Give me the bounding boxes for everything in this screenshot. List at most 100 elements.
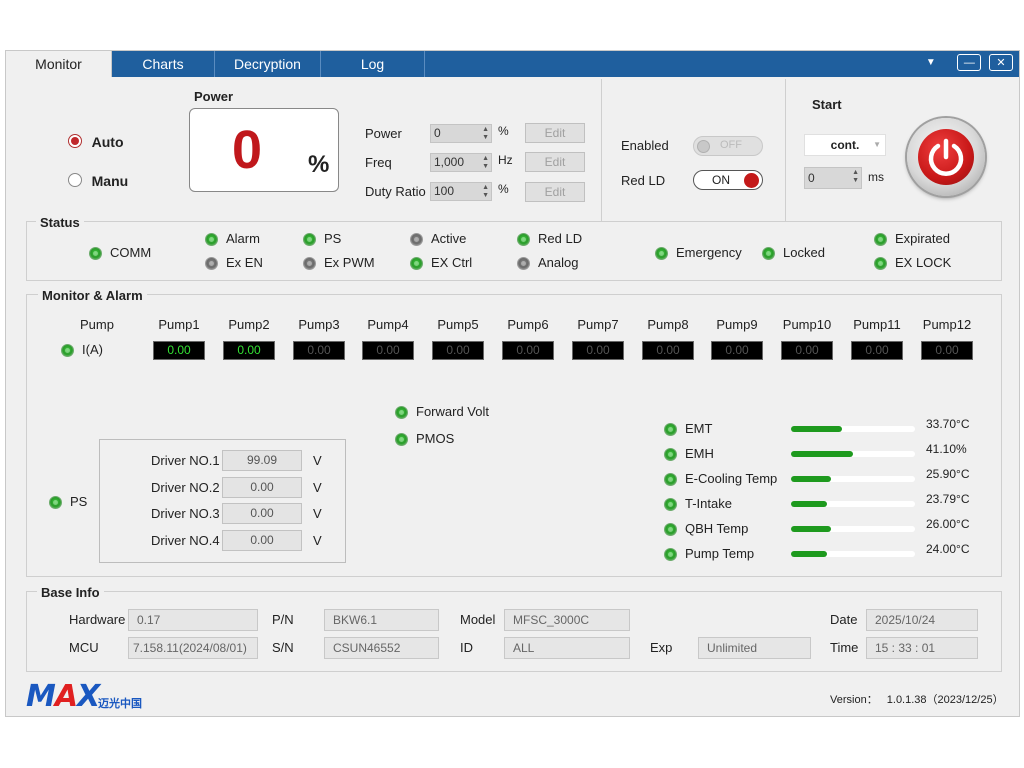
toggle-knob [697,140,710,153]
tab-bar: Monitor Charts Decryption Log ▼ — ✕ [6,51,1019,77]
temp-bar [791,426,915,432]
pump-current-6: 0.00 [502,341,554,360]
led-icon [61,344,74,358]
status-label: Expirated [895,231,950,246]
power-param-input[interactable]: 0 ▲ ▼ [430,124,492,143]
temp-bar-fill [791,501,827,507]
version-label: Version： [830,694,878,706]
manu-radio-indicator[interactable] [68,173,82,187]
delay-input[interactable]: 0 ▲ ▼ [804,167,862,189]
temp-label: T-Intake [685,496,732,511]
status-expirated: Expirated [874,231,950,247]
freq-label: Freq [365,155,392,170]
toggle-knob [744,173,759,188]
enabled-toggle[interactable]: OFF [693,136,763,156]
date-label: Date [830,612,858,627]
led-icon [395,406,408,420]
freq-value: 1,000 [434,155,465,169]
status-label: EX Ctrl [431,255,473,270]
temp-indicator: QBH Temp [664,521,748,537]
tab-decryption[interactable]: Decryption [215,51,321,77]
spin-arrows-icon[interactable]: ▲ ▼ [852,169,859,184]
delay-value: 0 [808,171,815,185]
temp-bar-fill [791,451,853,457]
forward-volt-indicator: Forward Volt [395,404,489,420]
status-ex-lock: EX LOCK [874,255,951,271]
driver-label: Driver NO.1 [151,453,220,468]
power-param-label: Power [365,126,402,141]
current-indicator: I(A) [61,342,103,358]
temp-value: 26.00°C [926,517,970,531]
close-icon[interactable]: ✕ [989,54,1013,71]
exp-field: Unlimited [698,637,811,659]
version-info: Version： 1.0.1.38（2023/12/25） [830,691,1004,707]
power-icon [918,129,974,185]
minimize-icon[interactable]: — [957,54,982,71]
temp-value: 33.70°C [926,417,970,431]
duty-ratio-input[interactable]: 100 ▲ ▼ [430,182,492,201]
spin-arrows-icon[interactable]: ▲ ▼ [482,126,489,141]
led-icon [517,233,530,247]
dropdown-arrow-icon[interactable]: ▼ [925,57,936,68]
duty-edit-button[interactable]: Edit [525,182,585,202]
red-ld-toggle[interactable]: ON [693,170,763,190]
driver-unit: V [313,506,322,521]
led-icon [664,473,677,487]
led-icon [49,496,62,510]
tab-charts[interactable]: Charts [112,51,215,77]
pump-current-10: 0.00 [781,341,833,360]
hardware-label: Hardware [69,612,126,627]
temp-bar-fill [791,476,831,482]
power-display: 0 % [189,108,339,192]
auto-radio[interactable]: Auto [68,134,124,151]
divider [601,79,602,221]
sn-label: S/N [272,640,294,655]
start-mode-select[interactable]: cont. ▼ [804,134,886,156]
status-locked: Locked [762,245,825,261]
pump-header-1: Pump1 [158,317,200,332]
temp-bar-fill [791,551,827,557]
tab-monitor[interactable]: Monitor [6,51,112,77]
status-label: Ex EN [226,255,263,270]
led-icon [517,257,530,271]
pump-current-2: 0.00 [223,341,275,360]
status-label: PS [324,231,342,246]
ps-label: PS [70,494,88,509]
duty-ratio-unit: % [498,182,509,196]
power-param-value: 0 [434,126,441,140]
pump-current-3: 0.00 [293,341,345,360]
led-icon [303,257,316,271]
spin-arrows-icon[interactable]: ▲ ▼ [482,184,489,199]
pump-current-1: 0.00 [153,341,205,360]
power-unit: % [308,151,330,178]
temp-bar-fill [791,426,842,432]
spin-arrows-icon[interactable]: ▲ ▼ [482,155,489,170]
led-icon [874,233,887,247]
freq-input[interactable]: 1,000 ▲ ▼ [430,153,492,172]
temp-label: Pump Temp [685,546,755,561]
time-label: Time [830,640,859,655]
driver-unit: V [313,532,322,548]
base-info-title: Base Info [37,585,104,600]
start-power-button[interactable] [907,118,985,196]
time-field: 15 : 33 : 01 [866,637,978,659]
led-icon [664,548,677,562]
base-info-group [26,591,1002,672]
sn-field: CSUN46552 [324,637,439,659]
exp-label: Exp [650,640,673,655]
pump-header-5: Pump5 [437,317,479,332]
temp-label: EMH [685,446,714,461]
pump-current-12: 0.00 [921,341,973,360]
tab-log[interactable]: Log [321,51,425,77]
forward-volt-label: Forward Volt [416,404,489,419]
power-edit-button[interactable]: Edit [525,123,585,143]
manu-radio[interactable]: Manu [68,173,128,190]
version-value: 1.0.1.38（2023/12/25） [886,694,1004,706]
led-icon [664,448,677,462]
status-label: Ex PWM [324,255,375,270]
status-label: COMM [110,245,152,260]
freq-edit-button[interactable]: Edit [525,152,585,172]
max-logo: MAX [26,679,100,714]
status-analog: Analog [517,255,578,271]
auto-radio-indicator[interactable] [68,134,82,148]
